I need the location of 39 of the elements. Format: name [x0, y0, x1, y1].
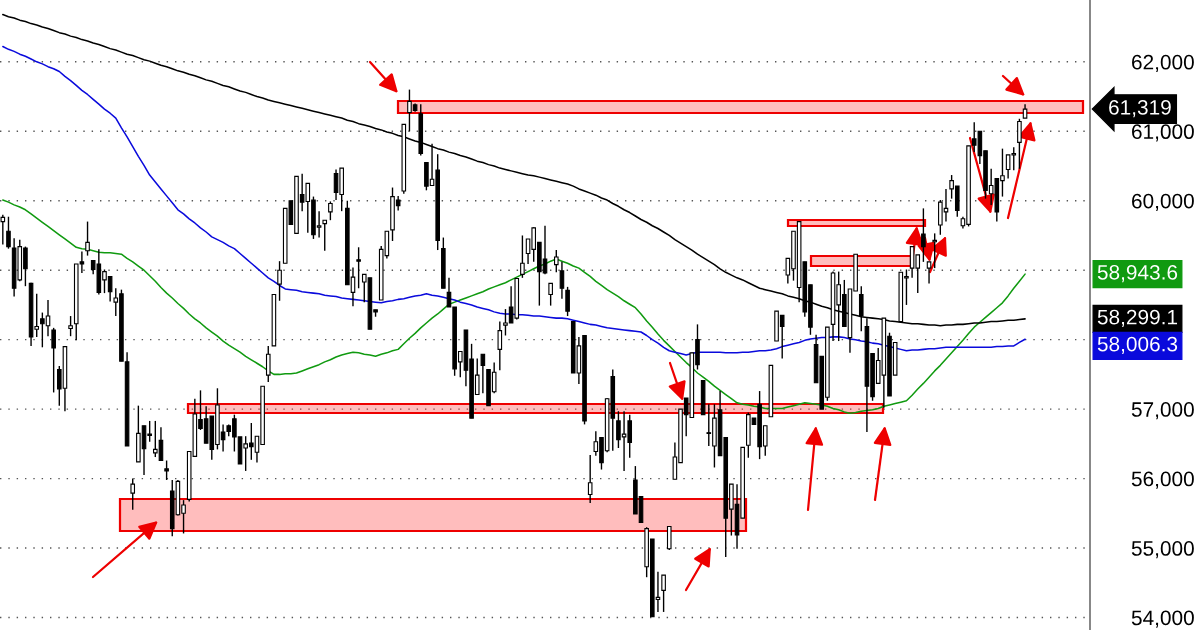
candlestick: [68, 315, 73, 337]
y-tick-label: 55,000: [1131, 541, 1194, 559]
text: 58,299.1: [1097, 309, 1178, 327]
y-tick-label: 61,000: [1132, 124, 1194, 142]
text: 61,319: [1109, 99, 1171, 118]
candlestick: [565, 286, 570, 317]
candlestick: [1017, 118, 1022, 170]
text: 58,943.6: [1097, 264, 1178, 283]
candlestick: [553, 249, 559, 273]
candlestick: [6, 216, 11, 250]
candlestick: [277, 260, 282, 302]
y-tick-label: 57,000: [1131, 402, 1194, 420]
candlestick: [0, 213, 6, 246]
candlestick: [559, 261, 565, 300]
candlestick: [164, 459, 169, 481]
candlestick: [130, 477, 136, 511]
candlestick: [85, 220, 90, 257]
candlestick: [322, 219, 328, 252]
line-series: [2, 199, 1026, 415]
candlestick: [661, 574, 666, 613]
candlestick: [587, 454, 593, 504]
candlestick: [51, 327, 56, 394]
candlestick: [480, 353, 486, 394]
candlestick: [921, 207, 926, 263]
y-tick-label: 56,000: [1131, 471, 1194, 489]
candlestick: [356, 246, 361, 289]
candlestick: [666, 525, 672, 551]
y-tick-label: 54,000: [1131, 610, 1194, 628]
candlestick: [265, 345, 271, 383]
y-tick-label: 60,000: [1132, 193, 1194, 211]
candlestick: [328, 200, 333, 221]
y-tick-label: 62,000: [1132, 54, 1194, 73]
line-series: [2, 45, 1026, 356]
candlestick: [926, 261, 932, 285]
candlestick: [548, 282, 553, 307]
candlestick: [932, 232, 937, 269]
text: 58,006.3: [1097, 336, 1178, 354]
candlestick: [520, 234, 525, 279]
candlestick: [497, 320, 503, 371]
